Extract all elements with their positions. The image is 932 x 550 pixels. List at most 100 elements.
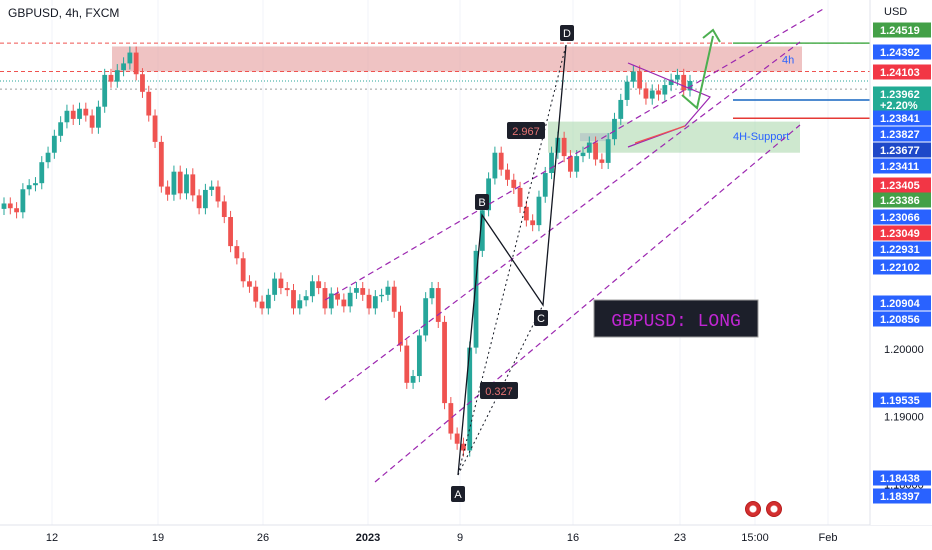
candle-body xyxy=(618,99,624,119)
candle-body xyxy=(473,250,479,348)
candle-body xyxy=(580,152,586,157)
channel-line-middle xyxy=(324,41,801,401)
candle-body xyxy=(102,74,108,107)
price-tag-label: 1.24519 xyxy=(880,25,920,37)
price-tag-label: 1.23405 xyxy=(880,180,920,192)
candle-body xyxy=(454,433,460,444)
candle-body xyxy=(209,186,215,190)
price-tag xyxy=(873,311,931,327)
candle-body xyxy=(687,80,693,91)
candle-body xyxy=(253,286,259,302)
price-tag xyxy=(873,44,931,60)
price-tag-label: 1.23962 xyxy=(880,89,920,101)
y-tick-label: 1.19000 xyxy=(884,412,924,424)
price-tag-label: 1.23411 xyxy=(880,161,919,173)
candle-body xyxy=(643,88,649,99)
candle-body xyxy=(259,301,265,309)
x-tick-label: 16 xyxy=(567,532,579,544)
price-tag xyxy=(873,392,931,408)
x-tick-label: 26 xyxy=(257,532,269,544)
candle-body xyxy=(7,203,13,209)
x-axis-bg xyxy=(0,525,932,550)
price-tag xyxy=(873,295,931,311)
price-tag-label: 1.24392 xyxy=(880,47,920,59)
candle-body xyxy=(442,321,447,404)
x-tick-label: 9 xyxy=(457,532,463,544)
candle-body xyxy=(656,90,661,95)
x-tick-label: 2023 xyxy=(356,532,380,544)
candle-body xyxy=(152,115,158,142)
candle-body xyxy=(265,294,271,309)
abcd-point-badge xyxy=(451,486,465,502)
candle-body xyxy=(630,71,636,82)
price-tag-label: 1.23049 xyxy=(880,228,920,240)
candle-body xyxy=(549,152,554,174)
candle-body xyxy=(586,142,592,153)
price-tag-label: 1.24103 xyxy=(880,67,920,79)
candle-body xyxy=(461,443,466,451)
price-tag xyxy=(873,22,931,38)
triangle-pattern xyxy=(627,62,711,148)
candle-body xyxy=(234,246,240,259)
candle-body xyxy=(391,286,397,312)
candle-body xyxy=(20,189,26,213)
candle-body xyxy=(328,293,334,309)
candle-body xyxy=(492,152,498,179)
price-tag-label: 1.23827 xyxy=(880,129,920,141)
price-tag xyxy=(873,209,931,225)
candle-body xyxy=(423,298,429,336)
candle-body xyxy=(108,74,114,82)
triangle-lower-line xyxy=(634,125,686,144)
price-tag xyxy=(873,126,931,142)
candle-body xyxy=(14,208,19,213)
candle-body xyxy=(133,52,139,75)
price-tag xyxy=(873,110,931,126)
candle-body xyxy=(77,108,82,119)
candle-body xyxy=(435,288,441,322)
price-tag xyxy=(873,192,931,208)
candle-body xyxy=(309,281,315,297)
price-tag xyxy=(873,225,931,241)
candle-body xyxy=(158,141,164,187)
price-tag-label: 1.19535 xyxy=(880,395,920,407)
long-label-text: GBPUSD: LONG xyxy=(611,312,741,332)
x-tick-label: Feb xyxy=(819,532,838,544)
candle-body xyxy=(668,79,674,86)
zone-label: 4h xyxy=(782,54,794,66)
candle-body xyxy=(498,152,504,170)
candle-body xyxy=(316,281,322,289)
price-tag xyxy=(873,488,931,504)
ratio-badge xyxy=(480,382,518,399)
abcd-point-badge xyxy=(475,194,489,210)
support-zone-marker xyxy=(580,133,610,142)
candle-body xyxy=(83,108,89,116)
price-tag xyxy=(873,241,931,257)
candle-body xyxy=(467,347,473,451)
x-tick-label: 15:00 xyxy=(741,532,769,544)
candle-body xyxy=(215,186,221,202)
candle-body xyxy=(247,281,252,287)
candle-body xyxy=(486,178,492,211)
candle-body xyxy=(64,110,70,123)
candle-body xyxy=(184,174,189,194)
event-flag-icon[interactable] xyxy=(745,501,761,517)
event-flag-icon[interactable] xyxy=(766,501,782,517)
candle-body xyxy=(335,293,340,300)
candle-body xyxy=(599,159,605,163)
candle-body xyxy=(96,106,101,128)
candle-body xyxy=(448,403,454,434)
ratio-badge xyxy=(507,122,545,139)
candle-body xyxy=(416,335,422,377)
candle-body xyxy=(574,156,580,172)
candle-body xyxy=(404,345,410,383)
price-tag xyxy=(873,177,931,193)
channel-line-upper xyxy=(324,7,826,301)
channel-line-lower xyxy=(374,124,801,483)
price-tag-label: 1.22931 xyxy=(880,244,920,256)
x-tick-label: 12 xyxy=(46,532,58,544)
y-tick-label: 1.20000 xyxy=(884,344,924,356)
candle-body xyxy=(278,278,284,289)
candle-body xyxy=(360,288,366,295)
